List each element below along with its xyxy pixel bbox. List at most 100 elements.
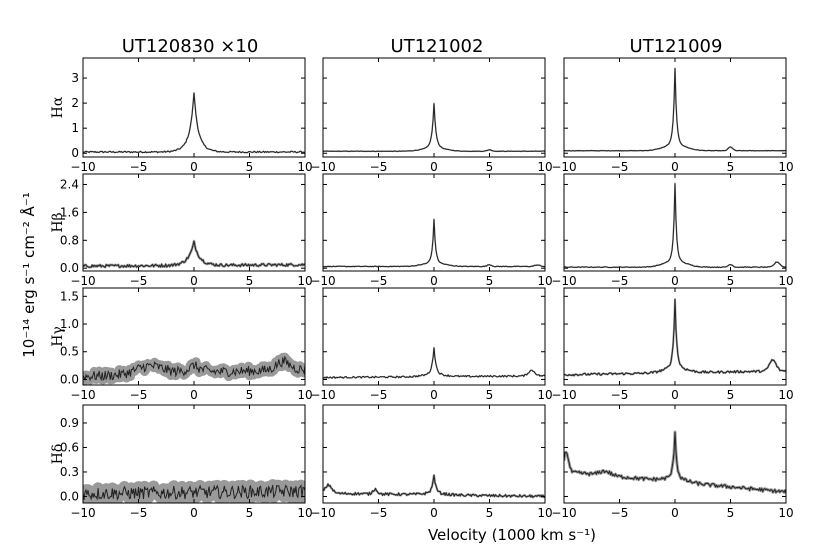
x-tick-label: −5 [130, 388, 148, 402]
y-tick-label: 2 [71, 96, 79, 110]
column-title: UT120830 ×10 [122, 36, 259, 57]
error-band [83, 92, 305, 154]
x-tick-label: 10 [778, 160, 793, 174]
x-tick-label: 0 [671, 160, 679, 174]
x-tick-label: 5 [246, 506, 254, 520]
y-tick-label: 0.5 [60, 345, 79, 359]
x-tick-label: 5 [727, 506, 735, 520]
x-tick-label: −10 [70, 506, 95, 520]
y-tick-label: 0.0 [60, 489, 79, 503]
x-tick-label: −5 [611, 274, 629, 288]
x-tick-label: 10 [297, 274, 312, 288]
x-tick-label: −10 [70, 160, 95, 174]
y-tick-label: 0 [71, 146, 79, 160]
x-tick-label: 10 [537, 506, 552, 520]
x-tick-label: 5 [246, 160, 254, 174]
x-tick-label: −5 [611, 388, 629, 402]
y-tick-label: 1.0 [60, 317, 79, 331]
x-tick-label: 0 [190, 388, 198, 402]
spectrum-line [323, 347, 545, 379]
spectrum-line [564, 183, 786, 269]
spectrum-line [83, 240, 305, 268]
x-tick-label: −10 [70, 274, 95, 288]
x-tick-label: 0 [671, 388, 679, 402]
row-label: Hα [50, 96, 66, 118]
x-tick-label: 10 [297, 388, 312, 402]
x-tick-label: 10 [778, 274, 793, 288]
x-tick-label: 0 [190, 274, 198, 288]
y-tick-label: 0.9 [60, 416, 79, 430]
x-tick-label: −10 [310, 274, 335, 288]
row-label: Hγ [50, 326, 66, 347]
x-tick-label: 10 [778, 388, 793, 402]
panel-frame [322, 404, 546, 504]
x-tick-label: 5 [486, 506, 494, 520]
x-tick-label: 10 [537, 160, 552, 174]
x-tick-label: −10 [551, 506, 576, 520]
panel-frame [82, 57, 306, 158]
x-tick-label: −5 [130, 274, 148, 288]
spectrum-line [323, 219, 545, 268]
row-label: Hδ [50, 444, 66, 465]
x-axis-label: Velocity (1000 km s⁻¹) [428, 526, 596, 544]
x-tick-label: 5 [727, 388, 735, 402]
y-tick-label: 0.0 [60, 261, 79, 275]
x-tick-label: −10 [551, 274, 576, 288]
x-tick-label: 0 [430, 160, 438, 174]
y-tick-label: 3 [71, 71, 79, 85]
error-band [83, 239, 305, 269]
x-tick-label: 0 [430, 388, 438, 402]
x-tick-label: −5 [611, 506, 629, 520]
x-tick-label: 5 [246, 388, 254, 402]
spectrum-line [83, 483, 305, 501]
x-tick-label: 5 [486, 160, 494, 174]
x-tick-label: −5 [370, 274, 388, 288]
x-tick-label: −10 [551, 388, 576, 402]
x-tick-label: 10 [297, 160, 312, 174]
x-tick-label: −10 [310, 388, 335, 402]
x-tick-label: 10 [297, 506, 312, 520]
x-tick-label: 0 [671, 274, 679, 288]
x-tick-label: 5 [727, 274, 735, 288]
x-tick-label: 0 [671, 506, 679, 520]
spectrum-line [564, 68, 786, 152]
y-tick-label: 0.0 [60, 372, 79, 386]
x-tick-label: 5 [246, 274, 254, 288]
x-tick-label: −10 [551, 160, 576, 174]
column-title: UT121009 [630, 36, 723, 57]
x-tick-label: 10 [537, 274, 552, 288]
panel-frame [322, 287, 546, 386]
x-tick-label: −5 [130, 160, 148, 174]
x-tick-label: −5 [370, 388, 388, 402]
x-tick-label: −5 [370, 160, 388, 174]
x-tick-label: 5 [486, 388, 494, 402]
x-tick-label: −10 [310, 506, 335, 520]
y-axis-label: 10⁻¹⁴ erg s⁻¹ cm⁻² Å⁻¹ [19, 192, 38, 357]
x-tick-label: −10 [310, 160, 335, 174]
x-tick-label: 10 [537, 388, 552, 402]
y-tick-label: 1.5 [60, 289, 79, 303]
x-tick-label: 5 [727, 160, 735, 174]
panel-frame [82, 173, 306, 272]
y-tick-label: 0.3 [60, 465, 79, 479]
y-tick-label: 0.6 [60, 440, 79, 454]
spectrum-line [83, 355, 305, 382]
spectrum-line [323, 475, 545, 499]
x-tick-label: 0 [190, 160, 198, 174]
x-tick-label: −10 [70, 388, 95, 402]
row-label: Hβ [50, 212, 66, 232]
y-tick-label: 1 [71, 121, 79, 135]
spectrum-line [83, 92, 305, 154]
y-tick-label: 2.4 [60, 177, 79, 191]
x-tick-label: −5 [611, 160, 629, 174]
column-title: UT121002 [391, 36, 484, 57]
x-tick-label: 5 [486, 274, 494, 288]
x-tick-label: −5 [130, 506, 148, 520]
spectrum-line [323, 103, 545, 153]
spectrum-line [564, 431, 786, 494]
x-tick-label: 0 [430, 274, 438, 288]
spectrum-line [564, 299, 786, 377]
x-tick-label: −5 [370, 506, 388, 520]
